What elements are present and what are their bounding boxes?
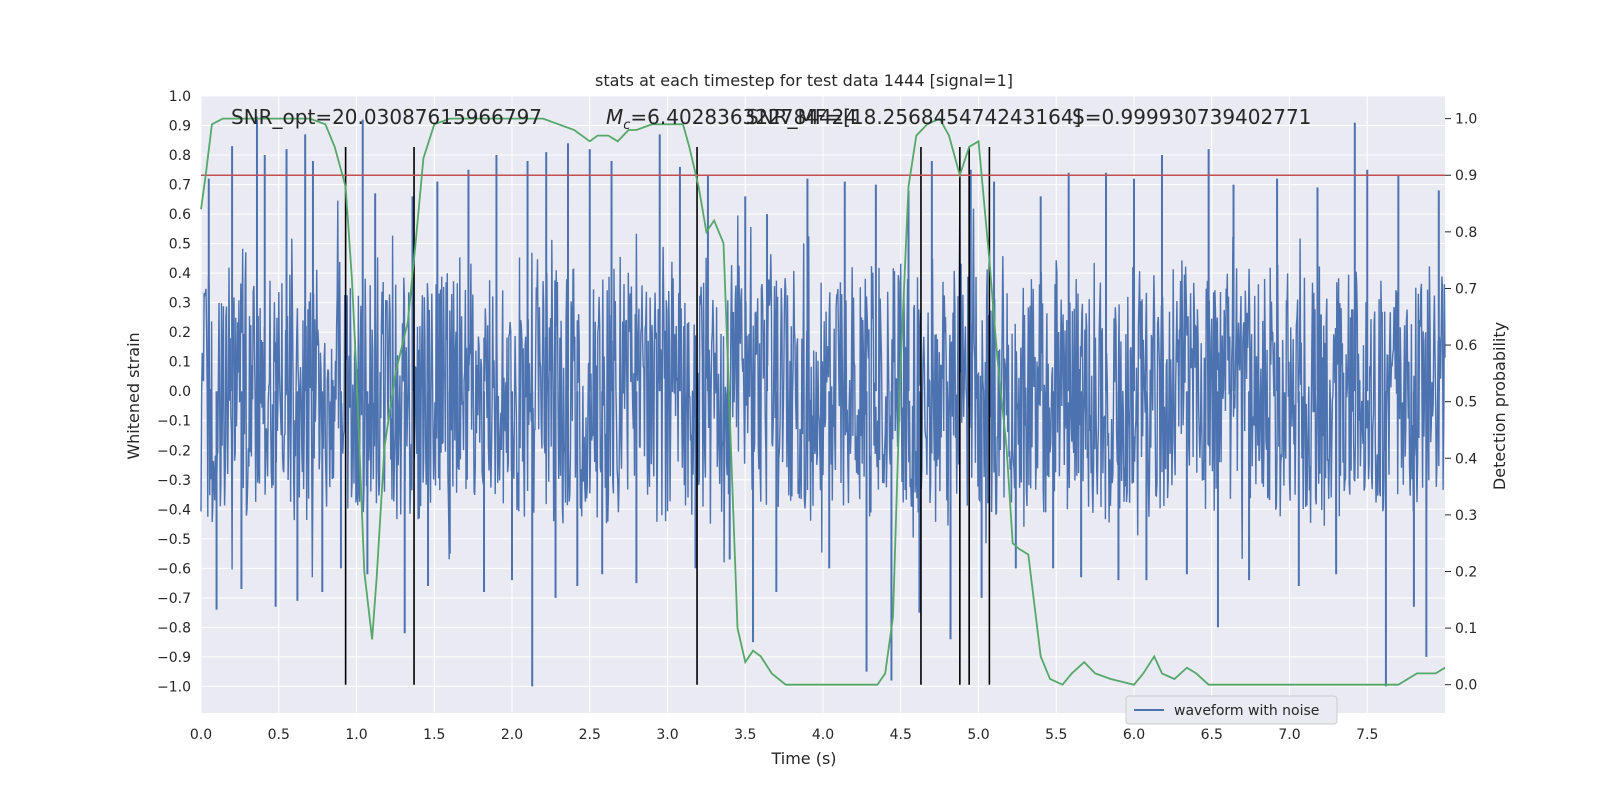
y2-axis-label: Detection probability <box>1490 322 1509 490</box>
y-tick-label: −0.3 <box>157 473 191 489</box>
y-tick-label: −0.7 <box>157 591 191 607</box>
x-tick-label: 2.5 <box>579 727 601 743</box>
right-axis-ticks: 1.0 0.9 0.8 0.7 0.6 0.5 0.4 0.3 0.2 0.1 0.0 <box>1445 112 1477 694</box>
annotation-mc: Mc=6.402836322784424 <box>606 105 857 133</box>
y-tick-label: −0.5 <box>157 532 191 548</box>
y2-tick-label: 0.7 <box>1455 281 1477 297</box>
x-tick-label: 5.5 <box>1045 727 1067 743</box>
y-tick-label: 0.8 <box>169 148 191 164</box>
x-tick-label: 0.0 <box>190 727 212 743</box>
annotation-mc-symbol: M <box>606 105 623 129</box>
probability-series <box>200 117 1446 686</box>
vertical-markers <box>344 146 991 685</box>
y2-tick-label: 0.1 <box>1455 621 1477 637</box>
y-tick-label: −0.8 <box>157 620 191 636</box>
y-tick-label: −0.6 <box>157 561 191 577</box>
annotation-snr-mf: SNR_MF=[18.256845474243164] <box>746 105 1081 129</box>
y-tick-label: 0.1 <box>169 355 191 371</box>
y2-tick-label: 0.5 <box>1455 395 1477 411</box>
y-tick-label: −0.1 <box>157 414 191 430</box>
x-tick-label: 3.5 <box>734 727 756 743</box>
y-tick-label: −0.9 <box>157 650 191 666</box>
strain-series <box>200 116 1446 687</box>
y-tick-label: 0.0 <box>169 384 191 400</box>
y-tick-label: 0.4 <box>169 266 191 282</box>
annotation-snr-opt: SNR_opt=20.03087615966797 <box>231 105 542 129</box>
y2-tick-label: 0.2 <box>1455 564 1477 580</box>
y-tick-label: 0.5 <box>169 237 191 253</box>
y-tick-label: 0.7 <box>169 178 191 194</box>
y2-tick-label: 0.6 <box>1455 338 1477 354</box>
annotation-mc-subscript: c <box>623 118 630 133</box>
y-tick-label: 1.0 <box>169 89 191 105</box>
legend-box <box>1125 695 1338 725</box>
y2-tick-label: 1.0 <box>1455 112 1477 128</box>
x-tick-label: 4.0 <box>812 727 834 743</box>
x-tick-label: 7.5 <box>1356 727 1378 743</box>
legend-label: waveform with noise <box>1174 703 1319 719</box>
y2-tick-label: 0.4 <box>1455 451 1477 467</box>
y-tick-label: 0.2 <box>169 325 191 341</box>
y-axis-label: Whitened strain <box>124 332 143 459</box>
left-axis-ticks: 1.0 0.9 0.8 0.7 0.6 0.5 0.4 0.3 0.2 0.1 0.0 −0.1 −0.… <box>157 89 191 695</box>
strain-noise-path <box>200 200 1446 578</box>
x-axis-label: Time (s) <box>770 749 836 768</box>
legend: waveform with noise <box>1125 695 1338 725</box>
y-tick-label: −0.2 <box>157 443 191 459</box>
bottom-axis-ticks: 0.0 0.5 1.0 1.5 2.0 2.5 3.0 3.5 4.0 4.5 5.0 5.5 6.0 6… <box>190 727 1379 743</box>
x-tick-label: 6.0 <box>1123 727 1145 743</box>
y-tick-label: 0.3 <box>169 296 191 312</box>
y2-tick-label: 0.3 <box>1455 508 1477 524</box>
y-tick-label: 0.6 <box>169 207 191 223</box>
annotation-mc-value: =6.402836322784424 <box>630 105 857 129</box>
x-tick-label: 4.5 <box>890 727 912 743</box>
x-tick-label: 0.5 <box>268 727 290 743</box>
x-tick-label: 1.5 <box>423 727 445 743</box>
y-tick-label: 0.9 <box>169 119 191 135</box>
annotation-s: S=0.999930739402771 <box>1072 105 1311 129</box>
x-tick-label: 1.0 <box>345 727 367 743</box>
y2-tick-label: 0.9 <box>1455 168 1477 184</box>
y-tick-label: −0.4 <box>157 502 191 518</box>
x-tick-label: 3.0 <box>656 727 678 743</box>
y-tick-label: −1.0 <box>157 679 191 695</box>
y2-tick-label: 0.8 <box>1455 225 1477 241</box>
probability-line <box>200 117 1446 686</box>
chart-title: stats at each timestep for test data 144… <box>595 71 1013 90</box>
x-tick-label: 2.0 <box>501 727 523 743</box>
y2-tick-label: 0.0 <box>1455 678 1477 694</box>
x-tick-label: 7.0 <box>1278 727 1300 743</box>
x-tick-label: 5.0 <box>967 727 989 743</box>
x-tick-label: 6.5 <box>1201 727 1223 743</box>
